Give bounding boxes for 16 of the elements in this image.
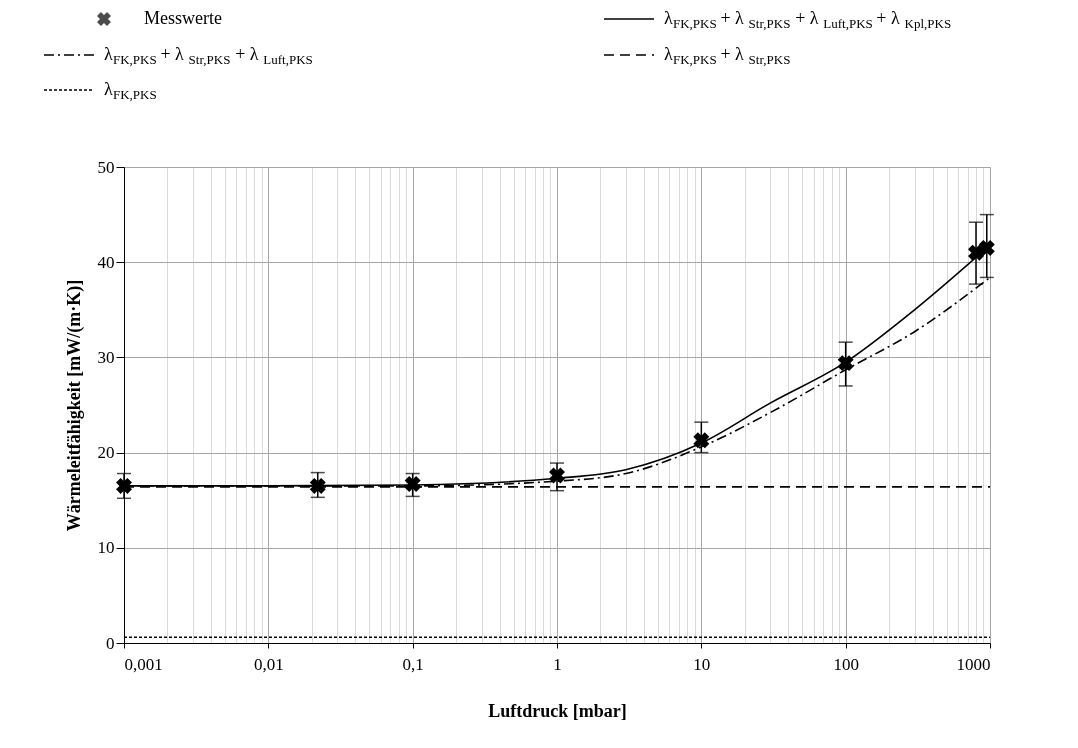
y-tick-label: 20 <box>97 443 115 463</box>
x-axis-title: Luftdruck [mbar] <box>488 700 627 721</box>
y-tick-label: 0 <box>106 633 115 653</box>
legend-label: Messwerte <box>144 8 222 28</box>
y-axis-title: Wärmeleitfähigkeit [mW/(m·K)] <box>63 279 85 532</box>
y-tick-label: 50 <box>97 157 115 177</box>
y-tick-label: 30 <box>97 347 115 367</box>
y-tick-label: 10 <box>97 538 115 558</box>
x-tick-label: 0,01 <box>253 654 284 674</box>
x-tick-label: 0,001 <box>124 654 163 674</box>
x-tick-label: 10 <box>693 654 711 674</box>
x-tick-label: 100 <box>833 654 859 674</box>
y-tick-label: 40 <box>97 252 115 272</box>
x-tick-label: 1000 <box>956 654 991 674</box>
x-tick-label: 0,1 <box>402 654 424 674</box>
x-tick-label: 1 <box>553 654 562 674</box>
